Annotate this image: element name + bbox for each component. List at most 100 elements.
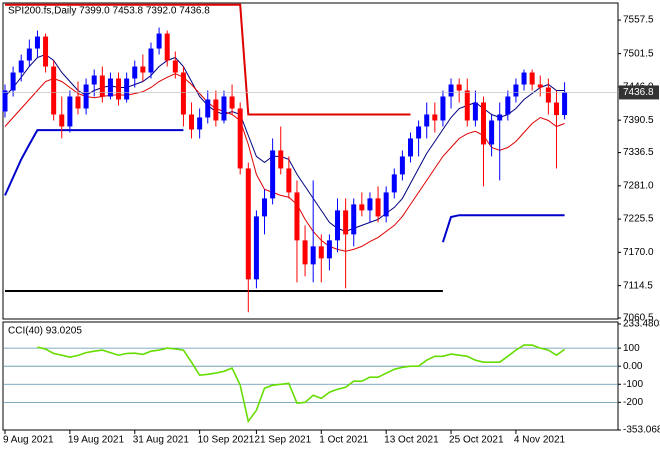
x-tick-label: 21 Sep 2021 (254, 435, 311, 446)
candle-body (480, 102, 486, 145)
candle-body (286, 168, 292, 193)
moving-average (4, 53, 565, 232)
candle-body (278, 150, 284, 169)
candle-body (359, 204, 365, 211)
candle-body (318, 246, 324, 259)
y-tick-label: 7225.5 (623, 214, 654, 225)
candle-body (343, 210, 349, 235)
candle-body (180, 72, 186, 115)
y-tick-label: 0.00 (623, 361, 643, 372)
candle-body (253, 216, 259, 280)
candle-body (26, 48, 32, 61)
candle-body (537, 84, 543, 88)
x-tick-label: 1 Oct 2021 (319, 435, 368, 446)
candle-body (43, 36, 49, 67)
candle-body (116, 78, 122, 100)
x-tick-label: 10 Sep 2021 (198, 435, 255, 446)
price-pane (2, 2, 619, 320)
x-tick-label: 19 Aug 2021 (68, 435, 125, 446)
y-tick-label: -353.068 (623, 425, 660, 436)
y-tick-label: 7170.0 (623, 247, 654, 258)
candle-body (140, 66, 146, 73)
y-tick-label: 7390.5 (623, 115, 654, 126)
candle-body (83, 84, 89, 109)
y-tick-label: 7501.5 (623, 48, 654, 59)
y-tick-label: 233.4803 (623, 319, 660, 330)
candle-body (375, 198, 381, 217)
candle-body (132, 66, 138, 79)
candle-body (432, 114, 438, 121)
candle-body (383, 192, 389, 217)
candle-body (440, 96, 446, 121)
candle-body (262, 198, 268, 217)
candle-body (391, 174, 397, 193)
candle-body (456, 84, 462, 91)
candle-body (513, 84, 519, 97)
candle-body (408, 138, 413, 157)
candle-body (424, 114, 430, 127)
x-tick-label: 13 Oct 2021 (384, 435, 439, 446)
candle-body (489, 120, 495, 145)
x-tick-label: 31 Aug 2021 (133, 435, 190, 446)
moving-average (4, 73, 565, 252)
candle-body (156, 33, 162, 49)
candle-body (545, 87, 551, 103)
y-tick-label: -100 (623, 379, 643, 390)
y-tick-label: 100 (623, 343, 640, 354)
cci-line (37, 344, 566, 424)
candle-body (189, 114, 195, 130)
cci-pane (2, 321, 619, 431)
candle-body (99, 75, 105, 97)
candle-body (67, 96, 73, 127)
x-tick-label: 9 Aug 2021 (3, 435, 54, 446)
candle-body (107, 78, 113, 97)
candle-body (59, 114, 65, 127)
candle-body (464, 90, 470, 121)
y-tick-label: 7557.5 (623, 15, 654, 26)
last-price-label: 7436.8 (623, 87, 654, 98)
candle-body (10, 72, 16, 91)
level-line (4, 129, 565, 243)
candle-body (18, 60, 24, 73)
y-tick-label: 7114.5 (623, 280, 653, 291)
candle-body (2, 90, 8, 112)
candle-body (416, 126, 422, 139)
candle-body (75, 96, 81, 109)
candle-body (521, 72, 527, 85)
y-tick-label: -200 (623, 397, 643, 408)
candle-body (221, 96, 227, 121)
x-tick-label: 25 Oct 2021 (449, 435, 504, 446)
candle-body (164, 33, 170, 61)
candle-body (51, 66, 57, 115)
candle-body (148, 48, 154, 73)
candle-body (326, 240, 332, 259)
candle-body (562, 92, 568, 116)
candle-body (472, 102, 478, 121)
x-tick-label: 4 Nov 2021 (514, 435, 566, 446)
level-line (5, 3, 411, 116)
y-tick-label: 7281.0 (623, 180, 654, 191)
candle-body (197, 117, 203, 130)
candle-body (310, 246, 316, 265)
candle-body (172, 60, 178, 73)
candle-body (335, 210, 341, 241)
y-tick-label: 7336.5 (623, 147, 654, 158)
candle-body (237, 108, 243, 169)
candle-body (34, 36, 40, 49)
candle-body (399, 156, 405, 175)
y-tick-label: 7060.5 (623, 313, 654, 324)
candle-body (497, 114, 503, 121)
candle-body (213, 99, 219, 121)
candle-body (302, 240, 308, 265)
candle-body (367, 198, 373, 211)
chart-title: CCI(40) 93.0205 (8, 326, 82, 337)
candle-body (553, 102, 559, 116)
candle-body (529, 72, 535, 85)
candle-body (124, 78, 130, 100)
last-price-box (619, 85, 659, 100)
candle-body (91, 75, 97, 85)
candle-body (270, 150, 276, 199)
candle-body (245, 168, 251, 280)
candle-body (229, 96, 235, 109)
